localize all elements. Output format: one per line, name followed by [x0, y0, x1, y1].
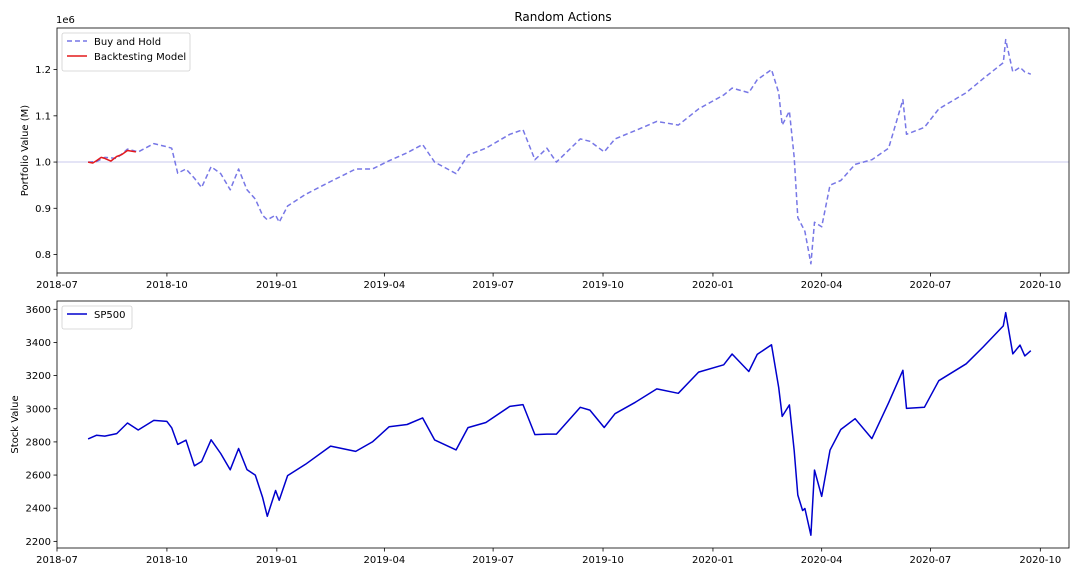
x-tick-label: 2020-10	[1019, 280, 1061, 291]
portfolio-plot-frame	[56, 27, 1070, 274]
x-tick-label: 2018-07	[36, 555, 78, 566]
x-tick-label: 2019-01	[256, 280, 298, 291]
y-tick-label: 1.0	[35, 158, 51, 169]
portfolio-plot: 2018-07 2018-10 2019-01 2019-04 2019-07 2019-…	[20, 10, 1070, 291]
x-tick-label: 2020-07	[910, 280, 952, 291]
y-axis-offset-label: 1e6	[56, 15, 75, 26]
legend-stock: SP500	[61, 305, 133, 330]
chart-title: Random Actions	[514, 10, 611, 24]
x-tick-label: 2020-04	[801, 280, 843, 291]
legend-portfolio: Buy and Hold Backtesting Model	[61, 32, 191, 72]
x-tick-label: 2020-01	[692, 280, 734, 291]
y-tick-label: 3200	[26, 371, 51, 382]
legend-label-backtesting-model: Backtesting Model	[94, 52, 186, 63]
series-line-backtesting-model	[87, 149, 137, 164]
x-tick-label: 2019-07	[472, 280, 514, 291]
stock-plot-frame	[56, 300, 1070, 549]
x-tick-label: 2020-10	[1019, 555, 1061, 566]
x-tick-label: 2019-01	[256, 555, 298, 566]
x-tick-label: 2018-10	[146, 280, 188, 291]
x-tick-label: 2019-10	[582, 555, 624, 566]
y-tick-label: 2800	[26, 437, 51, 448]
x-tick-label: 2020-07	[910, 555, 952, 566]
y-tick-label: 2200	[26, 537, 51, 548]
series-line-buy-and-hold	[88, 38, 1032, 265]
x-tick-label: 2018-07	[36, 280, 78, 291]
legend-box	[61, 32, 191, 72]
x-tick-label: 2019-07	[472, 555, 514, 566]
x-tick-label: 2019-04	[363, 280, 405, 291]
x-tick-label: 2020-01	[692, 555, 734, 566]
legend-label-buy-and-hold: Buy and Hold	[94, 37, 161, 48]
y-axis-label-portfolio: Portfolio Value (M)	[20, 105, 31, 196]
y-tick-label: 3600	[26, 305, 51, 316]
x-tick-label: 2019-10	[582, 280, 624, 291]
y-axis-label-stock: Stock Value	[10, 395, 21, 453]
series-line-sp500	[87, 311, 1032, 536]
y-tick-label: 3400	[26, 338, 51, 349]
y-tick-label: 2600	[26, 471, 51, 482]
y-tick-label: 0.8	[35, 250, 51, 261]
y-tick-label: 1.1	[35, 111, 51, 122]
y-tick-label: 1.2	[35, 65, 51, 76]
legend-box	[61, 305, 133, 330]
x-tick-label: 2018-10	[146, 555, 188, 566]
y-tick-label: 2400	[26, 504, 51, 515]
legend-label-sp500: SP500	[94, 310, 125, 321]
y-tick-label: 3000	[26, 404, 51, 415]
y-tick-label: 0.9	[35, 204, 51, 215]
x-tick-label: 2019-04	[363, 555, 405, 566]
stock-plot: 2018-07 2018-10 2019-01 2019-04 2019-07 2019-…	[10, 300, 1070, 566]
x-tick-label: 2020-04	[801, 555, 843, 566]
